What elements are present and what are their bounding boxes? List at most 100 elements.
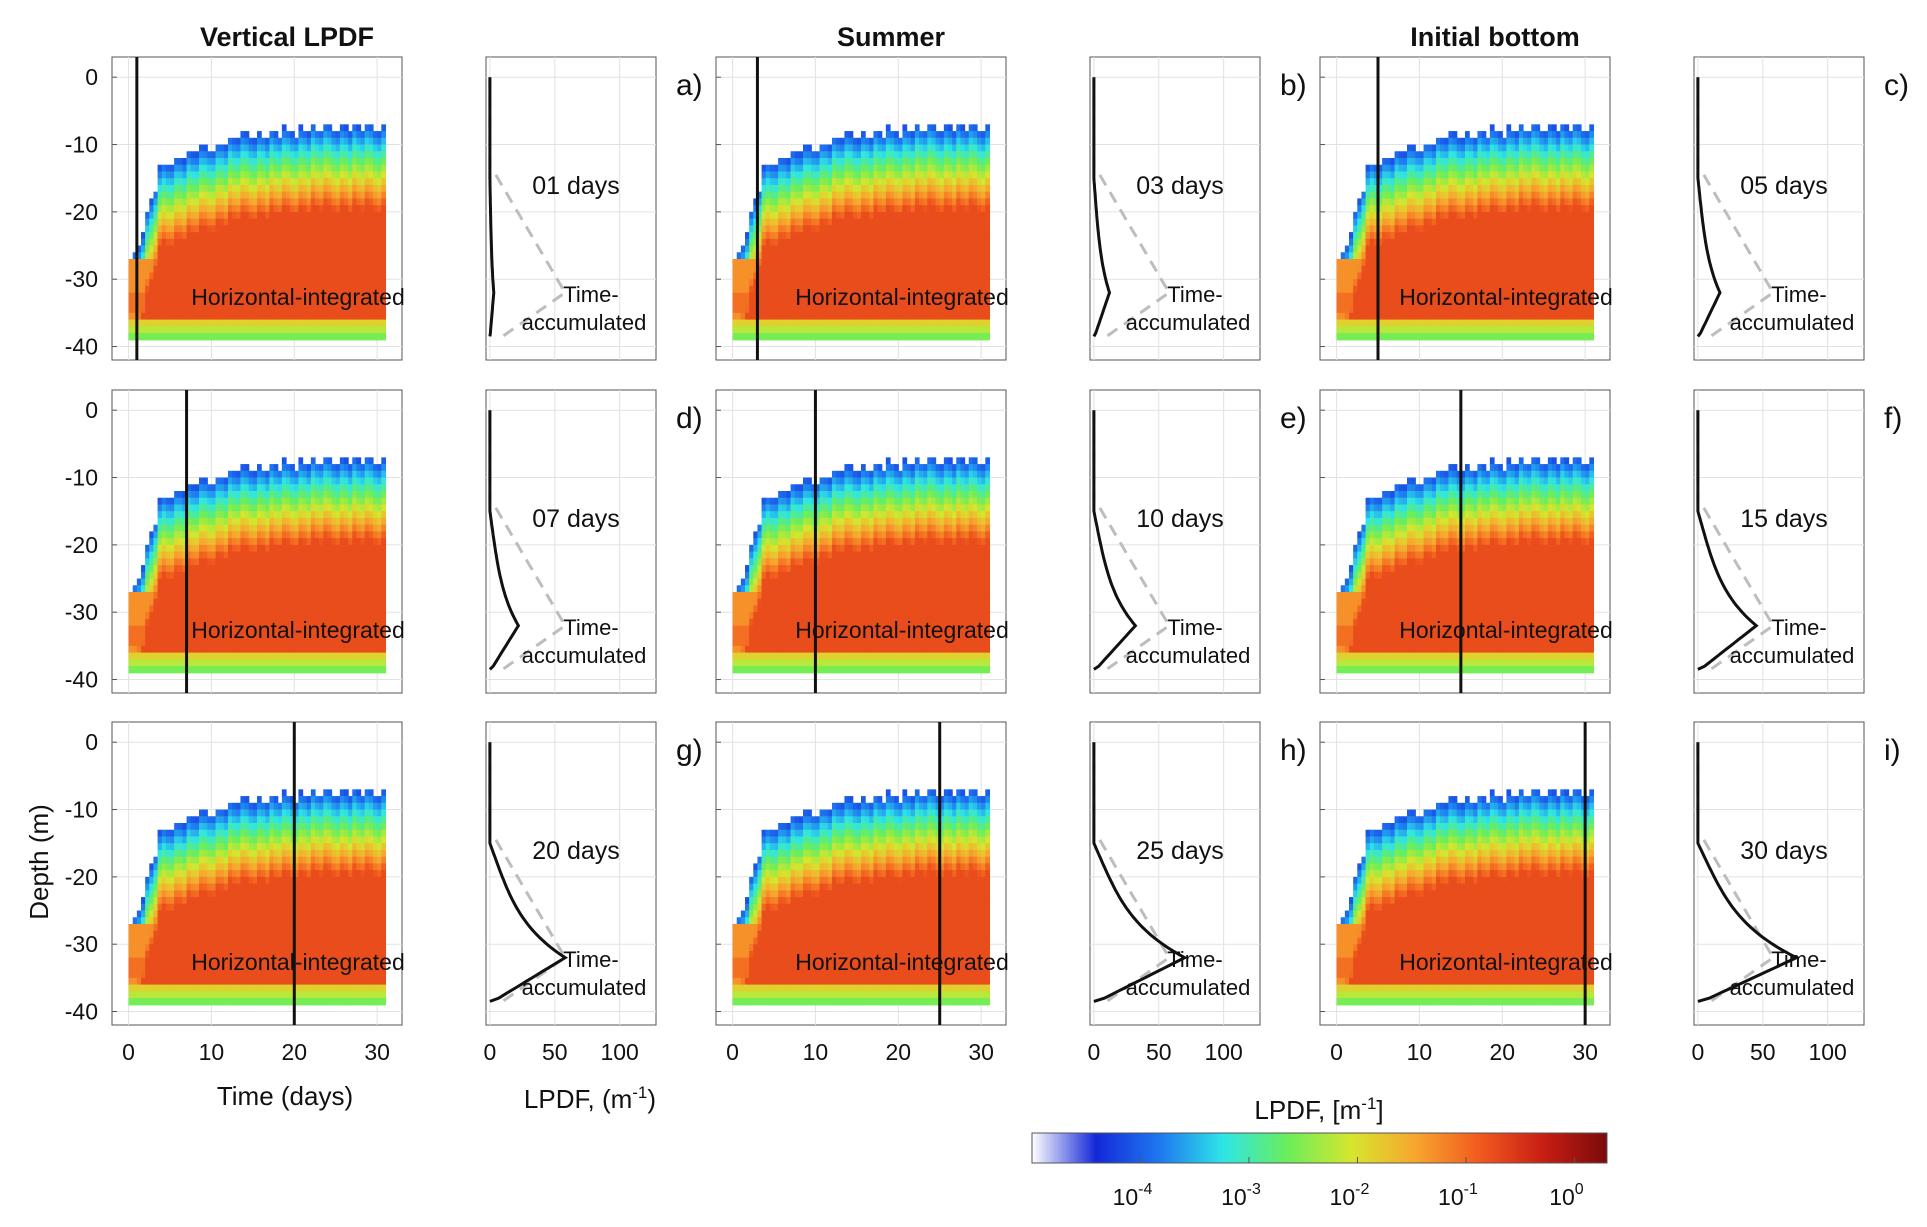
heatmap-cell bbox=[364, 292, 370, 300]
heatmap-cell bbox=[223, 178, 229, 186]
heatmap-cell bbox=[1514, 184, 1520, 193]
heatmap-cell bbox=[368, 252, 374, 260]
heatmap-cell bbox=[1452, 238, 1458, 247]
heatmap-cell bbox=[344, 184, 349, 193]
heatmap-cell bbox=[327, 131, 333, 139]
heatmap-cell bbox=[927, 225, 933, 233]
heatmap-cell bbox=[190, 238, 196, 247]
heatmap-cell bbox=[906, 144, 912, 152]
heatmap-cell bbox=[265, 184, 271, 193]
heatmap-cell bbox=[1494, 144, 1499, 152]
heatmap-cell bbox=[352, 144, 358, 152]
heatmap-cell bbox=[1502, 272, 1508, 280]
heatmap-cell bbox=[861, 191, 866, 199]
heatmap-cell bbox=[919, 319, 924, 327]
heatmap-cell bbox=[985, 272, 991, 280]
heatmap-cell bbox=[1440, 265, 1445, 274]
heatmap-cell bbox=[199, 252, 204, 260]
heatmap-cell bbox=[190, 191, 196, 199]
heatmap-cell bbox=[1440, 137, 1445, 146]
heatmap-cell bbox=[215, 151, 221, 159]
heatmap-cell bbox=[972, 184, 978, 193]
heatmap-cell bbox=[952, 259, 957, 267]
heatmap-cell bbox=[1411, 265, 1416, 274]
heatmap-cell bbox=[257, 211, 262, 220]
heatmap-cell bbox=[1353, 279, 1358, 287]
heatmap-cell bbox=[861, 319, 866, 327]
heatmap-cell bbox=[956, 312, 962, 321]
heatmap-cell bbox=[149, 238, 155, 247]
heatmap-cell bbox=[948, 151, 953, 159]
heatmap-cell bbox=[778, 319, 783, 327]
heatmap-cell bbox=[136, 333, 142, 341]
heatmap-cell bbox=[939, 238, 945, 247]
heatmap-cell bbox=[1398, 319, 1404, 327]
heatmap-cell bbox=[149, 225, 155, 233]
heatmap-cell bbox=[778, 259, 783, 267]
heatmap-cell bbox=[174, 259, 179, 267]
heatmap-cell bbox=[782, 238, 788, 247]
heatmap-cell bbox=[1431, 319, 1437, 327]
heatmap-cell bbox=[1506, 144, 1512, 152]
heatmap-cell bbox=[960, 178, 966, 186]
heatmap-cell bbox=[778, 211, 783, 220]
heatmap-cell bbox=[331, 279, 337, 287]
heatmap-cell bbox=[145, 232, 150, 240]
heatmap-cell bbox=[174, 306, 179, 314]
heatmap-cell bbox=[964, 259, 970, 267]
heatmap-cell bbox=[1477, 144, 1483, 152]
heatmap-cell bbox=[902, 319, 908, 327]
heatmap-cell bbox=[1440, 306, 1445, 314]
heatmap-cell bbox=[885, 131, 891, 139]
heatmap-cell bbox=[865, 218, 870, 226]
heatmap-cell bbox=[306, 272, 312, 280]
heatmap-cell bbox=[381, 265, 387, 274]
heatmap-cell bbox=[877, 259, 883, 267]
heatmap-cell bbox=[352, 191, 358, 199]
heatmap-cell bbox=[914, 225, 920, 233]
heatmap-cell bbox=[315, 191, 320, 199]
heatmap-cell bbox=[1485, 164, 1491, 173]
heatmap-cell bbox=[840, 225, 846, 233]
heatmap-cell bbox=[765, 292, 771, 300]
heatmap-cell bbox=[344, 299, 349, 307]
heatmap-cell bbox=[977, 218, 982, 226]
heatmap-cell bbox=[170, 164, 175, 173]
heatmap-cell bbox=[128, 326, 134, 334]
heatmap-cell bbox=[1452, 265, 1458, 274]
heatmap-cell bbox=[807, 232, 812, 240]
heatmap-cell bbox=[360, 218, 366, 226]
heatmap-cell bbox=[927, 333, 933, 341]
heatmap-cell bbox=[153, 252, 159, 260]
heatmap-cell bbox=[1365, 279, 1371, 287]
heatmap-cell bbox=[1481, 272, 1487, 280]
heatmap-cell bbox=[960, 326, 966, 334]
heatmap-cell bbox=[1460, 319, 1466, 327]
heatmap-cell bbox=[360, 312, 366, 321]
heatmap-cell bbox=[798, 218, 804, 226]
heatmap-cell bbox=[286, 312, 291, 321]
heatmap-cell bbox=[753, 238, 759, 247]
heatmap-cell bbox=[186, 326, 192, 334]
heatmap-cell bbox=[827, 198, 833, 206]
heatmap-cell bbox=[1423, 198, 1429, 206]
heatmap-cell bbox=[1514, 285, 1520, 294]
heatmap-cell bbox=[228, 198, 233, 206]
heatmap-cell bbox=[807, 299, 812, 307]
heatmap-cell bbox=[943, 205, 949, 213]
heatmap-cell bbox=[211, 259, 217, 267]
heatmap-cell bbox=[794, 164, 800, 173]
heatmap-cell bbox=[1465, 319, 1470, 327]
heatmap-annotation: Horizontal-integrated bbox=[191, 284, 405, 310]
heatmap-cell bbox=[1477, 232, 1483, 240]
heatmap-cell bbox=[228, 259, 233, 267]
heatmap-cell bbox=[236, 319, 242, 327]
heatmap-cell bbox=[1436, 259, 1441, 267]
heatmap-cell bbox=[1456, 272, 1462, 280]
heatmap-cell bbox=[1535, 124, 1541, 132]
heatmap-cell bbox=[861, 292, 866, 300]
heatmap-cell bbox=[1415, 333, 1421, 341]
heatmap-cell bbox=[1407, 144, 1412, 152]
heatmap-cell bbox=[207, 164, 213, 173]
heatmap-cell bbox=[170, 333, 175, 341]
